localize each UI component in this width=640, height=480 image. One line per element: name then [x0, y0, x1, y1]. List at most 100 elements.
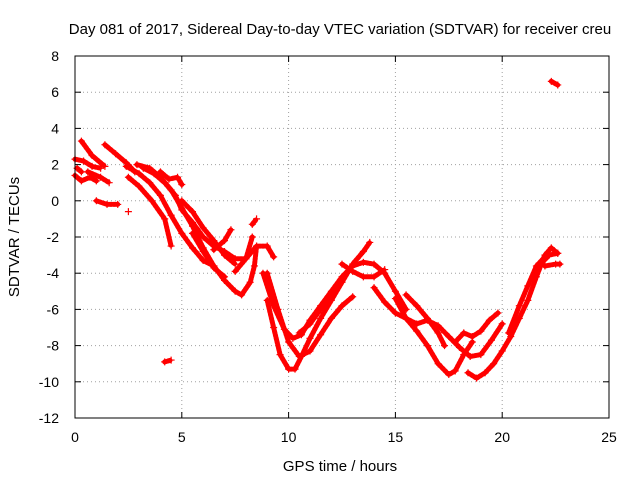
data-point — [167, 356, 175, 364]
data-point — [88, 162, 96, 170]
data-point — [112, 150, 120, 158]
chart-title: Day 081 of 2017, Sidereal Day-to-day VTE… — [69, 21, 611, 38]
y-tick-label: 4 — [51, 120, 59, 136]
data-point — [366, 238, 374, 246]
data-point — [178, 206, 186, 214]
data-point — [242, 255, 250, 263]
data-series-arc-26 — [451, 309, 502, 346]
data-point — [359, 258, 367, 266]
data-point — [381, 298, 389, 306]
data-point — [161, 179, 169, 187]
data-point — [150, 170, 158, 178]
data-series-arc-21 — [338, 260, 389, 281]
data-point — [306, 334, 314, 342]
data-trace — [249, 216, 260, 227]
data-point — [199, 233, 207, 241]
data-point — [498, 320, 506, 328]
data-point — [167, 211, 175, 219]
data-point — [434, 329, 442, 337]
data-point — [231, 260, 239, 268]
data-point — [445, 371, 453, 379]
data-point — [124, 208, 132, 216]
data-point — [306, 347, 314, 355]
data-point — [77, 177, 85, 185]
data-point — [178, 181, 186, 189]
data-point — [349, 267, 357, 275]
data-point — [423, 342, 431, 350]
data-point — [413, 327, 421, 335]
data-point — [84, 168, 92, 176]
y-tick-label: 0 — [51, 193, 59, 209]
data-point — [391, 295, 399, 303]
data-point — [556, 260, 564, 268]
data-point — [253, 242, 261, 250]
data-point — [547, 244, 555, 252]
data-point — [327, 291, 335, 299]
data-series-arc-15 — [231, 233, 256, 275]
data-point — [199, 224, 207, 232]
data-point — [174, 173, 182, 181]
data-point — [455, 343, 463, 351]
data-point — [148, 197, 156, 205]
data-point — [289, 334, 297, 342]
data-point — [161, 215, 169, 223]
data-trace — [125, 174, 174, 249]
data-point — [135, 170, 143, 178]
data-point — [413, 320, 421, 328]
y-tick-label: -8 — [47, 338, 60, 354]
data-point — [545, 251, 553, 259]
data-trace — [72, 173, 99, 184]
data-trace — [296, 292, 334, 336]
data-point — [101, 162, 109, 170]
data-point — [221, 237, 229, 245]
y-tick-label: -6 — [47, 301, 60, 317]
data-point — [139, 164, 147, 172]
data-point — [391, 287, 399, 295]
data-trace — [211, 227, 234, 253]
data-trace — [452, 310, 501, 345]
data-point — [250, 262, 258, 270]
y-tick-label: -12 — [39, 410, 59, 426]
data-point — [554, 249, 562, 257]
data-point — [122, 162, 130, 170]
data-point — [477, 351, 485, 359]
data-series-arc-08 — [124, 173, 175, 250]
data-point — [178, 229, 186, 237]
data-point — [402, 314, 410, 322]
data-point — [338, 273, 346, 281]
data-point — [464, 369, 472, 377]
data-point — [80, 157, 88, 165]
data-series-arc-23 — [391, 295, 476, 379]
data-point — [259, 269, 267, 277]
data-point — [270, 253, 278, 261]
data-point — [210, 264, 218, 272]
data-point — [105, 179, 113, 187]
x-tick-label: 20 — [494, 429, 510, 445]
data-point — [451, 338, 459, 346]
data-point — [156, 168, 164, 176]
data-point — [423, 314, 431, 322]
data-point — [359, 273, 367, 281]
data-point — [451, 367, 459, 375]
data-point — [188, 208, 196, 216]
data-series-arc-20 — [295, 291, 335, 337]
data-point — [434, 360, 442, 368]
data-point — [317, 331, 325, 339]
data-point — [285, 338, 293, 346]
data-point — [161, 358, 169, 366]
data-point — [276, 351, 284, 359]
y-tick-label: 2 — [51, 157, 59, 173]
data-point — [231, 267, 239, 275]
data-point — [167, 242, 175, 250]
data-point — [231, 287, 239, 295]
data-series — [71, 77, 564, 382]
data-point — [156, 191, 164, 199]
data-point — [306, 320, 314, 328]
data-series-arc-12 — [178, 197, 239, 268]
data-trace — [190, 230, 227, 280]
data-point — [532, 262, 540, 270]
y-tick-label: 8 — [51, 48, 59, 64]
data-point — [370, 260, 378, 268]
data-point — [238, 291, 246, 299]
